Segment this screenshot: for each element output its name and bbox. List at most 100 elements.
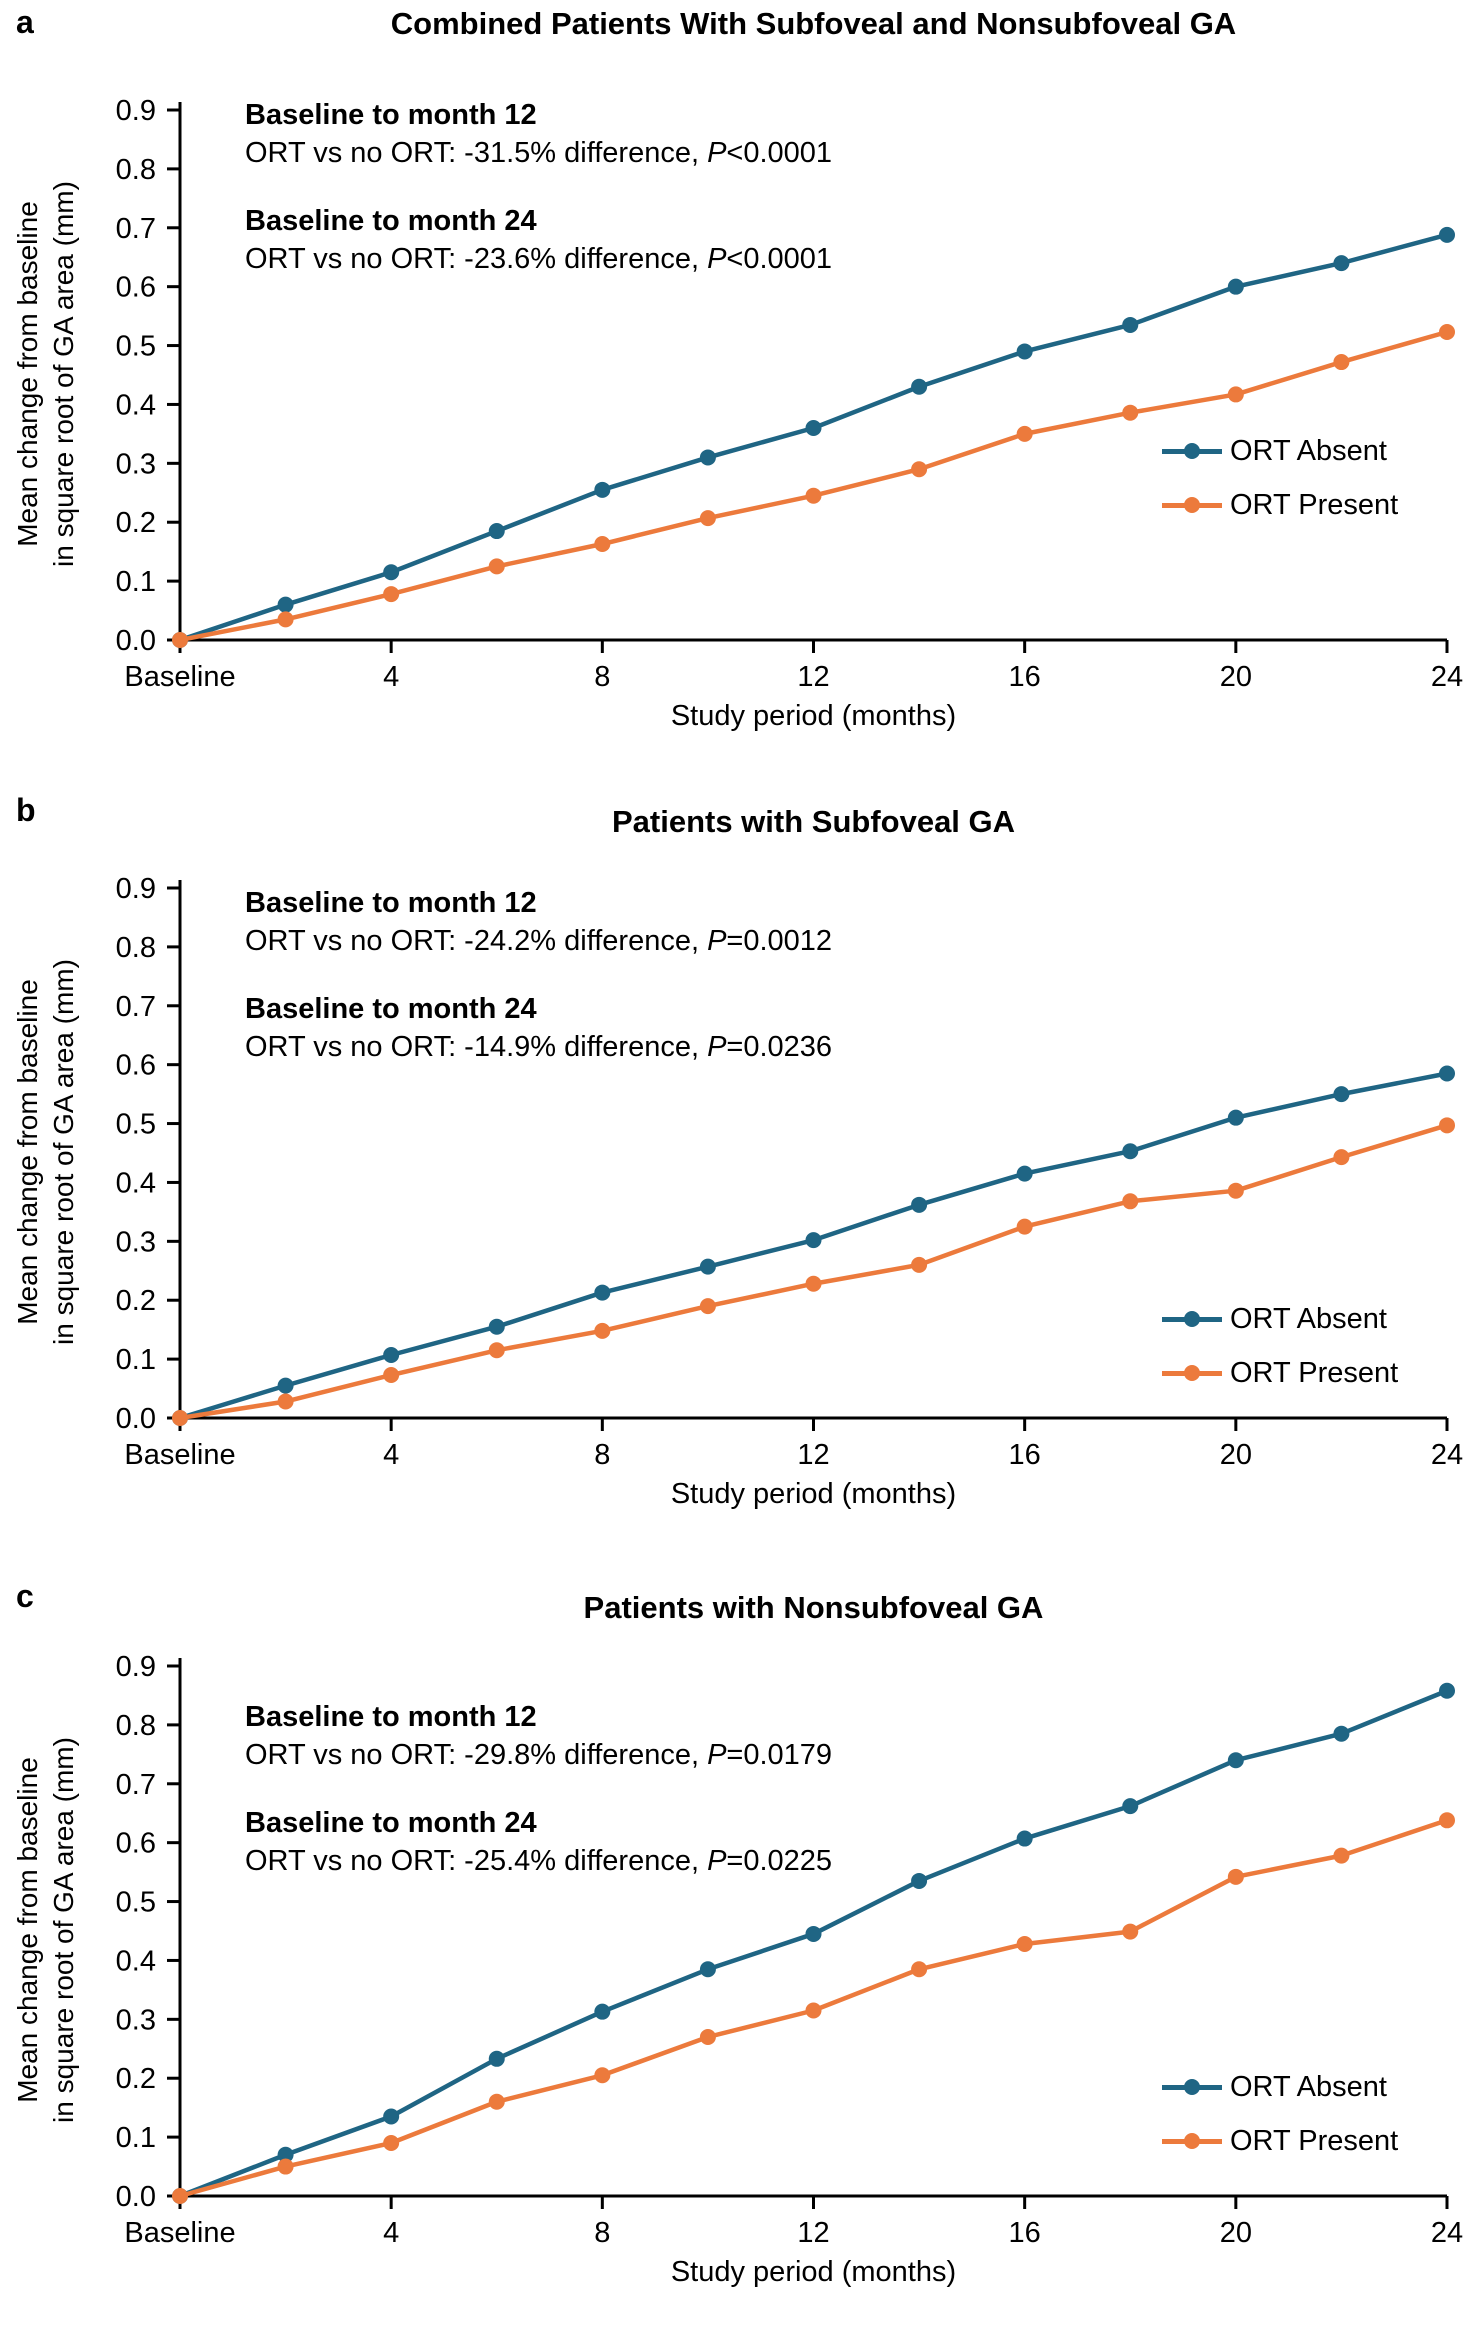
annotation-body-month24: ORT vs no ORT: -14.9% difference, P=0.02…: [245, 1031, 833, 1063]
legend: ORT Absent ORT Present: [1162, 2060, 1398, 2168]
ort-absent-marker-icon: [1162, 2078, 1222, 2096]
annotation-heading-month12: Baseline to month 12: [245, 887, 537, 919]
legend-label-ort-absent: ORT Absent: [1230, 434, 1387, 467]
legend-item-ort-absent: ORT Absent: [1162, 2060, 1398, 2114]
svg-text:20: 20: [1220, 1439, 1252, 1471]
svg-text:0.6: 0.6: [116, 272, 156, 304]
annotation-body-month12: ORT vs no ORT: -31.5% difference, P<0.00…: [245, 137, 833, 169]
svg-text:0.9: 0.9: [116, 1651, 156, 1683]
legend-item-ort-present: ORT Present: [1162, 478, 1398, 532]
svg-text:16: 16: [1009, 2217, 1041, 2249]
annotation-heading-month12: Baseline to month 12: [245, 1701, 537, 1733]
svg-text:24: 24: [1431, 661, 1463, 693]
panel-nonsubfoveal: c Patients with Nonsubfoveal GA Mean cha…: [0, 1556, 1464, 2334]
svg-text:20: 20: [1220, 661, 1252, 693]
svg-text:12: 12: [797, 661, 829, 693]
svg-text:4: 4: [383, 2217, 399, 2249]
plot-area: 0.0 0.1 0.2 0.3 0.4 0.5 0.6 0.7 0.8 0.9 Baseline 4 8…: [116, 1651, 1463, 2249]
svg-text:4: 4: [383, 661, 399, 693]
svg-text:0.1: 0.1: [116, 566, 156, 598]
x-axis-label: Study period (months): [670, 700, 957, 732]
svg-text:0.3: 0.3: [116, 448, 156, 480]
svg-text:0.7: 0.7: [116, 213, 156, 245]
svg-text:0.4: 0.4: [116, 1945, 156, 1977]
svg-text:24: 24: [1431, 2217, 1463, 2249]
annotation-body-month24: ORT vs no ORT: -23.6% difference, P<0.00…: [245, 243, 833, 275]
plot-area: 0.0 0.1 0.2 0.3 0.4 0.5 0.6 0.7 0.8 0.9 Baseline 4 8…: [116, 95, 1463, 693]
svg-text:Baseline: Baseline: [124, 1439, 235, 1471]
svg-text:12: 12: [797, 2217, 829, 2249]
chart-title: Combined Patients With Subfoveal and Non…: [390, 6, 1237, 41]
svg-text:0.6: 0.6: [116, 1828, 156, 1860]
svg-text:0.0: 0.0: [116, 625, 156, 657]
legend: ORT Absent ORT Present: [1162, 424, 1398, 532]
svg-text:0.7: 0.7: [116, 1769, 156, 1801]
plot-area: 0.0 0.1 0.2 0.3 0.4 0.5 0.6 0.7 0.8 0.9 Baseline 4 8…: [116, 873, 1463, 1471]
annotation-heading-month24: Baseline to month 24: [245, 1807, 537, 1839]
x-axis-label: Study period (months): [670, 1478, 957, 1510]
svg-text:4: 4: [383, 1439, 399, 1471]
svg-text:0.2: 0.2: [116, 1285, 156, 1317]
svg-text:0.8: 0.8: [116, 932, 156, 964]
legend-label-ort-present: ORT Present: [1230, 1356, 1399, 1389]
annotation-body-month12: ORT vs no ORT: -24.2% difference, P=0.00…: [245, 925, 833, 957]
legend-label-ort-absent: ORT Absent: [1230, 1302, 1387, 1335]
ort-absent-marker-icon: [1162, 442, 1222, 460]
svg-text:0.5: 0.5: [116, 331, 156, 363]
svg-text:0.4: 0.4: [116, 1167, 156, 1199]
svg-text:0.3: 0.3: [116, 2004, 156, 2036]
x-axis-label: Study period (months): [670, 2256, 957, 2288]
svg-text:0.0: 0.0: [116, 2181, 156, 2213]
legend-item-ort-absent: ORT Absent: [1162, 424, 1398, 478]
svg-text:0.9: 0.9: [116, 95, 156, 127]
svg-text:0.8: 0.8: [116, 1710, 156, 1742]
svg-text:0.8: 0.8: [116, 154, 156, 186]
panel-letter: b: [16, 792, 36, 828]
svg-text:0.1: 0.1: [116, 1344, 156, 1376]
annotation-heading-month24: Baseline to month 24: [245, 993, 537, 1025]
svg-text:24: 24: [1431, 1439, 1463, 1471]
legend-item-ort-present: ORT Present: [1162, 2114, 1398, 2168]
svg-text:0.5: 0.5: [116, 1887, 156, 1919]
annotation-body-month24: ORT vs no ORT: -25.4% difference, P=0.02…: [245, 1845, 833, 1877]
panel-combined: a Combined Patients With Subfoveal and N…: [0, 0, 1464, 778]
legend: ORT Absent ORT Present: [1162, 1292, 1398, 1400]
panel-subfoveal: b Patients with Subfoveal GA Mean change…: [0, 778, 1464, 1556]
annotation-heading-month24: Baseline to month 24: [245, 205, 537, 237]
svg-text:0.7: 0.7: [116, 991, 156, 1023]
annotation-block: Baseline to month 12 ORT vs no ORT: -24.…: [245, 884, 832, 1066]
svg-text:12: 12: [797, 1439, 829, 1471]
ort-present-marker-icon: [1162, 1364, 1222, 1382]
svg-text:Baseline: Baseline: [124, 2217, 235, 2249]
panel-letter: a: [16, 4, 34, 40]
svg-text:0.9: 0.9: [116, 873, 156, 905]
legend-label-ort-present: ORT Present: [1230, 2124, 1399, 2157]
ort-present-marker-icon: [1162, 496, 1222, 514]
ort-absent-marker-icon: [1162, 1310, 1222, 1328]
chart-title: Patients with Nonsubfoveal GA: [583, 1590, 1044, 1625]
svg-text:0.2: 0.2: [116, 2063, 156, 2095]
svg-text:0.3: 0.3: [116, 1226, 156, 1258]
svg-text:0.5: 0.5: [116, 1109, 156, 1141]
svg-text:0.2: 0.2: [116, 507, 156, 539]
svg-text:8: 8: [594, 661, 610, 693]
svg-text:20: 20: [1220, 2217, 1252, 2249]
annotation-block: Baseline to month 12 ORT vs no ORT: -31.…: [245, 96, 832, 278]
svg-text:Baseline: Baseline: [124, 661, 235, 693]
svg-text:0.6: 0.6: [116, 1050, 156, 1082]
ort-present-marker-icon: [1162, 2132, 1222, 2150]
annotation-heading-month12: Baseline to month 12: [245, 99, 537, 131]
svg-text:16: 16: [1009, 661, 1041, 693]
panel-letter: c: [16, 1578, 34, 1614]
chart-title: Patients with Subfoveal GA: [611, 804, 1016, 839]
svg-text:0.4: 0.4: [116, 389, 156, 421]
legend-label-ort-absent: ORT Absent: [1230, 2070, 1387, 2103]
legend-item-ort-absent: ORT Absent: [1162, 1292, 1398, 1346]
annotation-block: Baseline to month 12 ORT vs no ORT: -29.…: [245, 1698, 832, 1880]
svg-text:0.0: 0.0: [116, 1403, 156, 1435]
svg-text:16: 16: [1009, 1439, 1041, 1471]
svg-text:8: 8: [594, 2217, 610, 2249]
legend-label-ort-present: ORT Present: [1230, 488, 1399, 521]
annotation-body-month12: ORT vs no ORT: -29.8% difference, P=0.01…: [245, 1739, 833, 1771]
svg-text:0.1: 0.1: [116, 2122, 156, 2154]
